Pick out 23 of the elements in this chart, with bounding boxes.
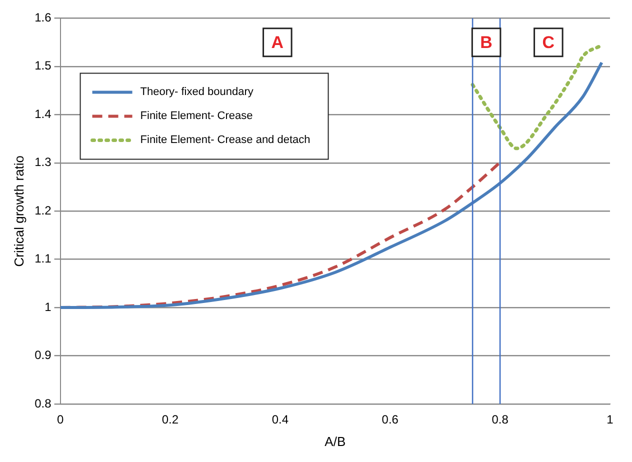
y-tick-label: 0.8 [34,396,52,410]
annotation: A [271,33,284,52]
legend-label: Finite Element- Crease and detach [140,134,310,146]
y-tick-label: 1.4 [34,106,52,121]
legend-label: Finite Element- Crease [140,110,253,122]
x-axis-title: A/B [324,434,346,449]
legend-label: Theory- fixed boundary [140,86,254,98]
x-tick-label: 0.8 [492,412,509,427]
y-tick-label: 1.6 [34,10,52,25]
y-tick-label: 1.3 [34,155,52,170]
x-tick-label: 0 [56,412,64,427]
y-tick-label: 0.9 [34,348,52,362]
annotation: B [480,33,492,52]
x-tick-label: 0.6 [382,412,399,427]
y-tick-label: 1.5 [34,58,52,73]
y-tick-label: 1 [44,300,52,314]
x-tick-label: 0.2 [162,412,179,427]
y-axis-title: Critical growth ratio [11,155,26,267]
y-tick-label: 1.2 [34,203,52,218]
x-tick-label: 1 [606,412,614,427]
y-tick-label: 1.1 [34,252,52,266]
annotation: C [542,33,555,52]
x-tick-label: 0.4 [272,412,289,427]
